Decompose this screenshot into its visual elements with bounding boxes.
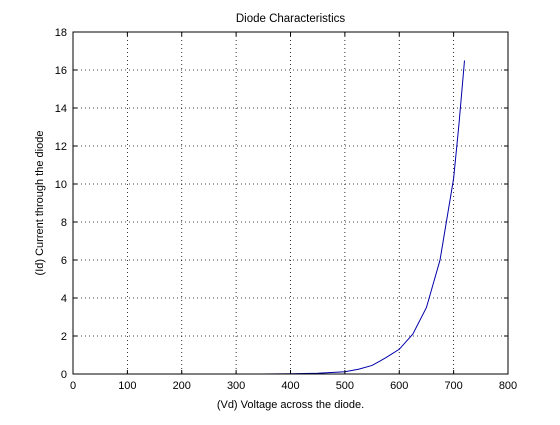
x-axis-title: (Vd) Voltage across the diode. — [217, 399, 364, 411]
y-axis-title: (Id) Current through the diode — [34, 131, 46, 276]
x-tick-label: 0 — [70, 380, 76, 392]
chart-title: Diode Characteristics — [236, 13, 346, 25]
y-tick-label: 18 — [55, 27, 67, 39]
y-tick-label: 12 — [55, 141, 67, 153]
y-tick-label: 8 — [61, 217, 67, 229]
y-tick-label: 0 — [61, 369, 67, 381]
x-tick-label: 600 — [390, 380, 408, 392]
x-tick-label: 400 — [281, 380, 299, 392]
x-tick-label: 300 — [227, 380, 245, 392]
y-tick-label: 14 — [55, 103, 67, 115]
y-tick-label: 4 — [61, 293, 67, 305]
x-tick-label: 700 — [444, 380, 462, 392]
y-tick-label: 6 — [61, 255, 67, 267]
x-tick-label: 200 — [173, 380, 191, 392]
plot-area — [73, 32, 508, 374]
y-tick-label: 10 — [55, 179, 67, 191]
y-tick-label: 16 — [55, 65, 67, 77]
y-tick-label: 2 — [61, 331, 67, 343]
x-tick-label: 100 — [118, 380, 136, 392]
x-tick-label: 500 — [336, 380, 354, 392]
x-tick-label: 800 — [499, 380, 517, 392]
